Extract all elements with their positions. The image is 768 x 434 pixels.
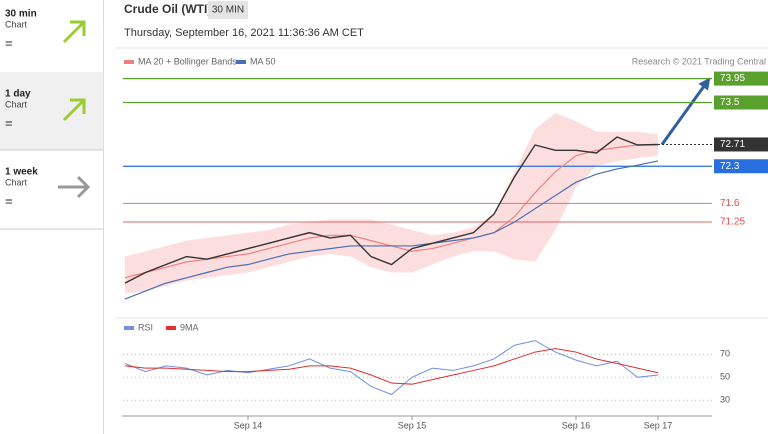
level-box [714, 137, 768, 152]
interval: 30 MIN [212, 5, 244, 16]
level-label: 71.25 [720, 217, 745, 228]
legend-swatch [236, 60, 246, 64]
arrow-icon [62, 98, 86, 122]
level-label: 72.71 [720, 139, 745, 150]
ma-line [124, 160, 659, 300]
legend-label: RSI [138, 322, 153, 332]
level-label: 71.6 [720, 198, 740, 209]
x-tick-label: Sep 15 [398, 420, 427, 430]
signal: = [5, 115, 13, 130]
x-tick-label: Sep 14 [234, 420, 263, 430]
label: Chart [5, 177, 28, 187]
target-arrow [660, 77, 711, 146]
legend-swatch [124, 326, 134, 330]
chart-title: Crude Oil (WTI) [124, 2, 211, 16]
level-label: 73.5 [720, 97, 740, 108]
arrow-icon [62, 20, 86, 44]
bollinger-band [125, 113, 658, 294]
arrow-icon [58, 175, 91, 199]
label: Chart [5, 99, 28, 109]
signal: = [5, 35, 13, 50]
price-line [124, 136, 659, 284]
credit: Research © 2021 Trading Central [632, 56, 766, 66]
rsi-line [124, 340, 659, 396]
sidebar-item-bg [0, 72, 103, 150]
label: Chart [5, 19, 28, 29]
legend-label: MA 50 [250, 56, 276, 66]
period: 1 day [5, 89, 31, 100]
y-tick-label: 70 [720, 349, 730, 359]
period: 30 min [5, 9, 37, 20]
arrow-shaft [660, 79, 710, 146]
x-tick-label: Sep 16 [562, 420, 591, 430]
level-label: 73.95 [720, 73, 745, 84]
level-box [714, 95, 768, 110]
legend-label: 9MA [180, 322, 199, 332]
signal: = [5, 193, 13, 208]
level-box [714, 71, 768, 86]
y-tick-label: 50 [720, 372, 730, 382]
level-label: 72.3 [720, 161, 740, 172]
level-box [714, 159, 768, 174]
interval-badge [208, 1, 248, 19]
subtitle: Thursday, September 16, 2021 11:36:36 AM… [124, 27, 364, 39]
x-tick-label: Sep 17 [644, 420, 673, 430]
y-tick-label: 30 [720, 395, 730, 405]
legend-label: MA 20 + Bollinger Bands [138, 56, 237, 66]
legend-swatch [166, 326, 176, 330]
period: 1 week [5, 167, 38, 178]
arrow-head [698, 77, 711, 91]
legend-swatch [124, 60, 134, 64]
rsi-line [124, 348, 659, 385]
